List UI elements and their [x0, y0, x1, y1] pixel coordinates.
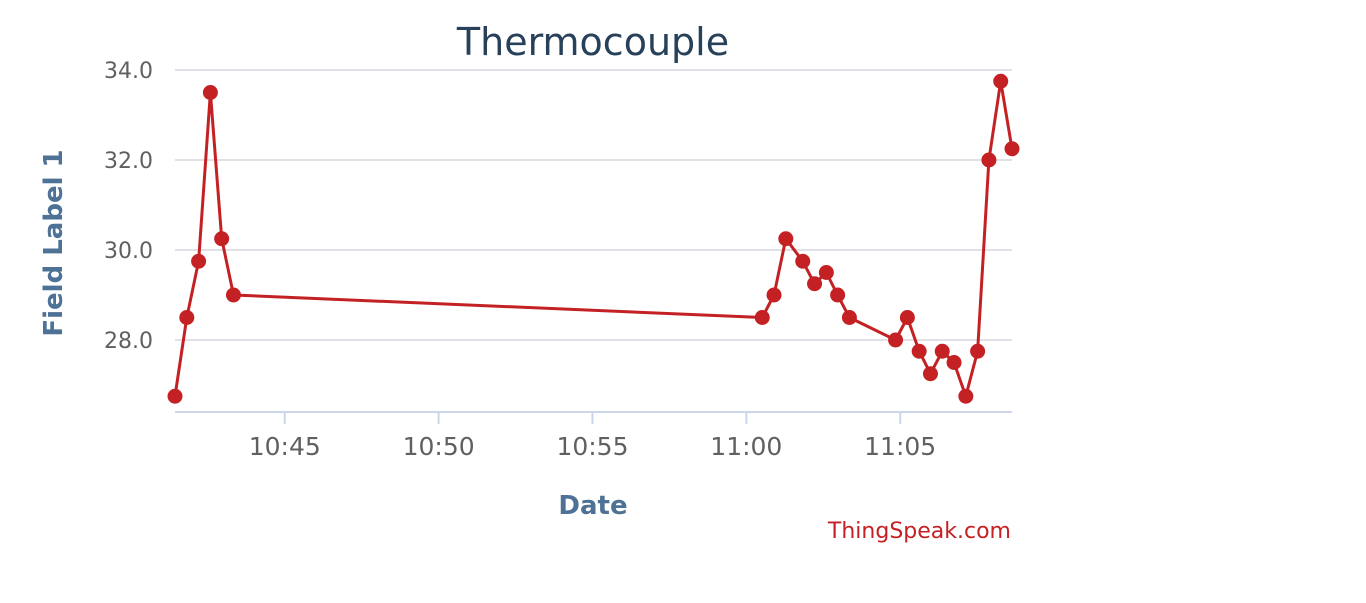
- data-point[interactable]: [179, 310, 195, 325]
- data-point[interactable]: [946, 355, 962, 370]
- x-axis-label: Date: [558, 491, 627, 521]
- points-layer: [167, 73, 1020, 404]
- x-tick-label: 11:05: [864, 432, 936, 461]
- y-tick-label: 34.0: [104, 59, 153, 84]
- chart-title: Thermocouple: [456, 20, 729, 64]
- data-point[interactable]: [934, 343, 950, 359]
- grid-lines: [175, 69, 1012, 341]
- data-point[interactable]: [958, 388, 974, 404]
- data-point[interactable]: [911, 343, 927, 359]
- data-point[interactable]: [202, 85, 218, 100]
- data-point[interactable]: [807, 276, 823, 292]
- data-point[interactable]: [899, 310, 915, 325]
- tick-labels: 28.0 30.0 32.0 34.0 10:45 10:50 10:55 11:00 11:0…: [104, 59, 936, 461]
- data-point[interactable]: [225, 287, 241, 303]
- data-point[interactable]: [1004, 141, 1020, 157]
- data-point[interactable]: [214, 231, 230, 247]
- data-point[interactable]: [191, 253, 207, 269]
- data-point[interactable]: [993, 73, 1009, 89]
- series-line: [173, 79, 1014, 398]
- data-point[interactable]: [795, 253, 811, 269]
- x-axis: [175, 411, 1012, 424]
- data-point[interactable]: [818, 265, 834, 280]
- data-point[interactable]: [922, 366, 938, 382]
- series-layer: [173, 79, 1014, 398]
- data-point[interactable]: [754, 310, 770, 325]
- data-point[interactable]: [766, 287, 782, 303]
- y-axis-label: Field Label 1: [39, 149, 69, 336]
- data-point[interactable]: [888, 332, 904, 348]
- y-tick-label: 32.0: [104, 149, 153, 174]
- x-tick-label: 10:45: [249, 432, 321, 461]
- x-tick-label: 10:50: [403, 432, 475, 461]
- data-point[interactable]: [830, 287, 846, 303]
- credit-text: ThingSpeak.com: [827, 519, 1011, 544]
- data-point[interactable]: [778, 231, 794, 247]
- y-tick-label: 30.0: [104, 239, 153, 264]
- data-point[interactable]: [970, 343, 986, 359]
- data-point[interactable]: [167, 388, 183, 404]
- y-tick-label: 28.0: [104, 329, 153, 354]
- data-point[interactable]: [981, 152, 997, 168]
- x-tick-label: 11:00: [710, 432, 782, 461]
- data-point[interactable]: [841, 310, 857, 325]
- x-tick-label: 10:55: [556, 432, 628, 461]
